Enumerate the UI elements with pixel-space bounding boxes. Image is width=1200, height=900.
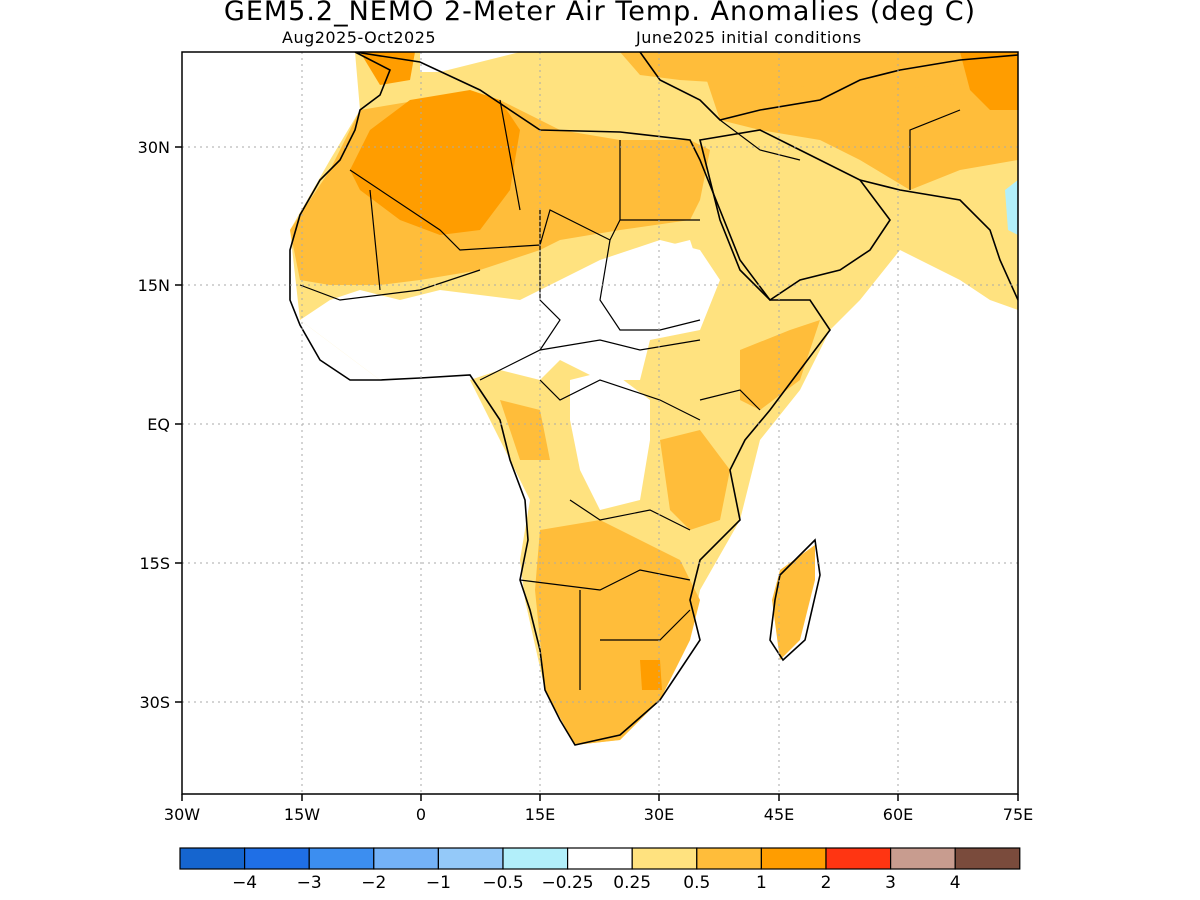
country-borders [299,99,961,690]
colorbar-label: 3 [885,873,896,893]
map-title: GEM5.2_NEMO 2-Meter Air Temp. Anomalies … [223,0,977,27]
colorbar-label: 4 [950,873,961,893]
colorbar-swatch [502,847,569,870]
lon-label-60e: 60E [883,805,913,824]
colorbar-label: −1 [426,873,451,893]
colorbar-swatch [825,847,892,870]
lon-label-15w: 15W [284,805,320,824]
colorbar-swatch [373,847,439,870]
lon-label-15e: 15E [525,805,555,824]
coastlines [289,52,1018,746]
anomaly-region-medium-madagascar [772,545,815,660]
colorbar-label: −2 [361,873,386,893]
colorbar-label: −4 [232,873,257,893]
map-frame [181,51,1019,795]
colorbar-swatch [889,847,956,870]
lat-label-30n: 30N [138,138,170,157]
colorbar-swatch [954,847,1021,870]
anomaly-region-medium-mideast [700,60,1018,190]
europe-coastline [639,52,1018,121]
colorbar-label: −0.5 [482,873,523,893]
lat-label-eq: EQ [147,415,170,434]
colorbar-label: −3 [297,873,322,893]
colorbar-swatch [437,847,504,870]
colorbar-swatch [244,847,310,870]
anomaly-region-medium-horn [740,320,820,410]
axis-ticks [175,146,1019,801]
colorbar-swatch [696,847,762,870]
anomaly-region-cool-india [1005,180,1018,235]
anomaly-region-strong-southafrica [640,660,662,690]
colorbar-swatch [631,847,698,870]
lon-label-30e: 30E [644,805,674,824]
colorbar-swatch [566,847,633,870]
lon-label-30w: 30W [164,805,200,824]
lon-label-75e: 75E [1003,805,1033,824]
lat-label-15n: 15N [138,276,170,295]
colorbar-swatch [760,847,827,870]
initial-conditions: June2025 initial conditions [636,28,862,47]
colorbar-label: 1 [756,873,767,893]
arabia-coastline [699,129,891,302]
colorbar-label: 2 [821,873,832,893]
anomaly-region-strong-europe [960,52,1018,110]
graticule [182,52,1018,794]
anomaly-region-medium-east [660,430,730,530]
colorbar-label: 0.25 [613,873,651,893]
africa-coastline [289,52,831,746]
lat-label-30s: 30S [139,693,170,712]
colorbar: −4 −3 −2 −1 −0.5 −0.25 0.25 0.5 1 2 3 4 [179,847,1021,893]
madagascar-coastline [769,538,821,662]
anomaly-region-neutral-central [570,370,650,510]
asia-coastline [859,179,1018,301]
lon-label-0: 0 [416,805,426,824]
lon-label-45e: 45E [764,805,794,824]
colorbar-swatch [308,847,375,870]
colorbar-swatch [179,847,246,870]
forecast-period: Aug2025-Oct2025 [282,28,437,47]
anomaly-region-medium-europe [620,52,1018,90]
colorbar-label: 0.5 [683,873,710,893]
anomaly-region-neutral [300,240,720,380]
lat-label-15s: 15S [139,554,170,573]
anomaly-region-neutral-arabia [650,240,700,280]
anomaly-region-medium-gabon [500,400,550,460]
colorbar-label: −0.25 [542,873,594,893]
